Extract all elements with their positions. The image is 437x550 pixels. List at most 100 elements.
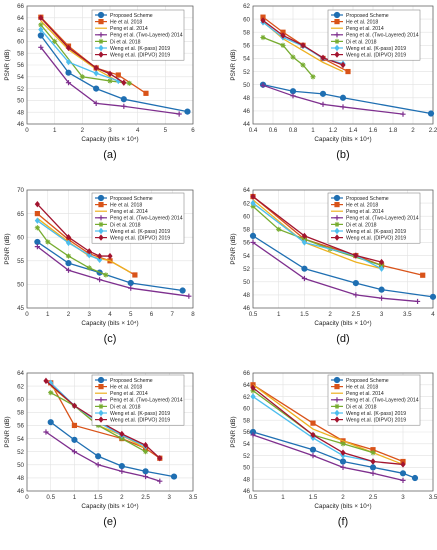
data-point [65,253,72,259]
y-tick-label: 70 [17,187,24,194]
y-axis-label: PSNR (dB) [230,49,237,80]
x-tick-label: 0.5 [249,311,258,318]
x-tick-label: 3.5 [403,311,412,318]
series-peng-et-al-two-layered-2014 [250,432,406,483]
data-point [97,252,103,260]
axes-frame [252,189,434,309]
legend-entry: Peng et al. 2014 [346,391,384,397]
data-point [309,446,317,453]
x-tick-label: 1.4 [349,127,358,134]
legend-marker [98,227,104,235]
data-point [121,103,127,109]
data-point [250,203,256,209]
series-peng-et-al-two-layered-2014 [38,44,182,117]
legend-entry: Peng et al. 2014 [110,391,148,397]
data-point [65,234,72,241]
data-point [107,78,113,84]
data-point [186,293,192,299]
chart-panel-d: 0.5 1 1.5 2 2.5 3 3.5 4 46 48 50 52 54 56 58 60 62 64 Capa… [230,187,437,345]
series-line [36,220,100,261]
data-point [93,70,99,77]
series-weng-et-al-k-pass-2019 [34,217,103,264]
data-point [121,79,127,86]
data-point [301,236,308,242]
series-peng-et-al-2014 [252,199,382,270]
legend-entry: Peng et al. 2014 [110,26,148,32]
x-tick-label: 1.6 [369,127,378,134]
x-tick-label: 4 [108,311,112,318]
y-axis-label: PSNR (dB) [4,49,11,80]
x-tick-label: 1.5 [94,494,103,501]
x-tick-label: 0.5 [46,494,55,501]
data-point [103,272,109,278]
series-weng-et-al-dipvo-2019 [34,200,113,260]
data-point [71,422,78,429]
data-point [143,90,149,96]
x-tick-label: 6 [150,311,154,318]
data-point [38,14,44,21]
panel-label: (f) [338,516,348,528]
legend-marker [334,221,340,227]
x-axis-label: Capacity (bits × 10⁴) [81,136,138,143]
legend-marker [334,51,340,58]
data-point [340,61,346,69]
data-point [142,473,149,480]
series-peng-et-al-two-layered-2014 [260,82,406,117]
data-point [370,447,376,453]
legend-marker [334,384,340,390]
x-tick-label: 4 [136,127,140,134]
legend-box [327,192,421,244]
legend-marker [98,234,104,241]
legend-marker [98,221,104,227]
data-point [34,244,40,250]
series-line [252,199,382,270]
legend-entry: Peng et al. 2014 [346,209,384,215]
data-point [339,94,347,101]
data-point [157,478,163,484]
data-point [369,464,377,471]
data-point [290,54,296,60]
legend-entry: Weng et al. (K-pass) 2019 [110,229,170,235]
x-tick-label: 2.5 [369,494,378,501]
data-point [45,239,51,245]
y-tick-label: 65 [17,211,24,218]
series-proposed-scheme [47,419,178,480]
data-point [250,199,256,207]
y-tick-label: 56 [243,240,250,247]
series-line [45,431,160,482]
legend-marker [98,397,104,403]
y-tick-label: 54 [17,436,24,443]
data-point [48,390,54,396]
legend-marker [333,194,341,202]
legend-marker [334,397,340,403]
data-point [38,26,44,33]
y-tick-label: 52 [17,449,24,456]
series-weng-et-al-dipvo-2019 [38,14,127,86]
data-point [378,295,385,301]
legend-entry: Weng et.al. (DIPVO) 2019 [110,418,170,424]
series-line [252,384,404,466]
data-point [157,455,163,462]
series-line [252,202,382,270]
axes-frame [26,5,194,125]
data-point [95,462,101,468]
legend-entry: Di et al. 2018 [346,404,377,410]
data-point [47,419,54,426]
x-tick-label: 2.2 [429,127,437,134]
legend-marker [97,11,105,19]
y-tick-label: 60 [243,213,250,220]
data-point [34,200,40,208]
data-point [142,468,149,475]
data-point [34,217,40,224]
data-point [115,72,121,78]
legend-entry: Weng et al. (K-pass) 2019 [346,411,406,417]
data-point [420,272,426,278]
data-point [300,42,306,49]
data-point [65,80,72,86]
legend-entry: He et al. 2018 [346,20,378,26]
x-tick-label: 1.5 [309,494,318,501]
legend-marker [98,416,104,423]
y-tick-label: 52 [243,266,250,273]
